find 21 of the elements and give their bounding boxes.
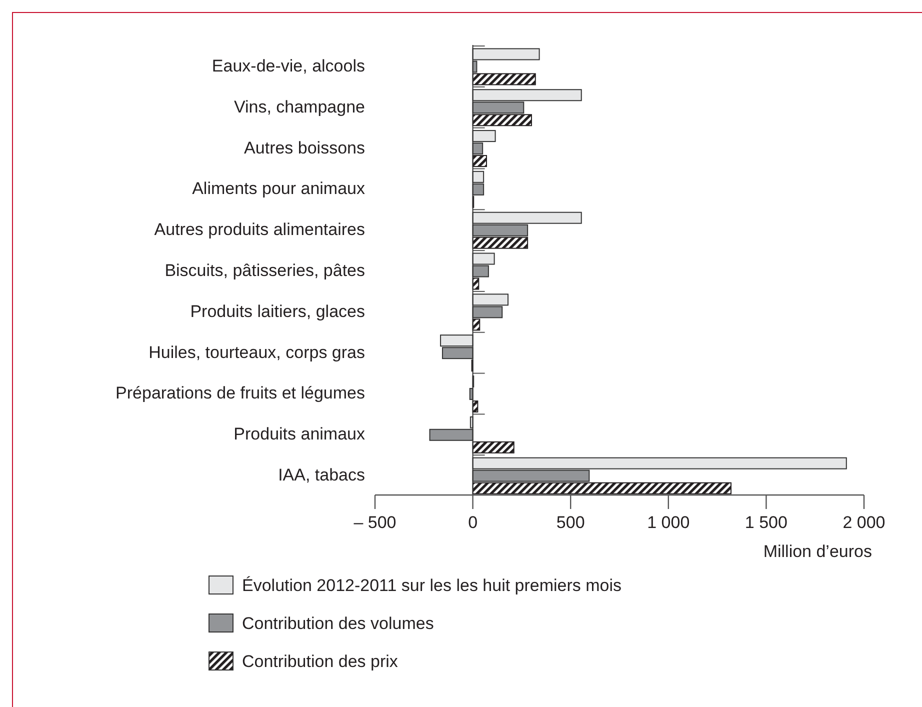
y-tick-label: Autres produits alimentaires (154, 220, 365, 240)
y-tick-label: Eaux-de-vie, alcools (212, 56, 365, 76)
x-tick-label: 1 000 (647, 513, 690, 532)
y-tick-label: Autres boissons (244, 138, 365, 158)
x-tick-label: 1 500 (744, 513, 788, 532)
x-tick-label: 2 000 (842, 513, 886, 532)
y-tick-label: Produits animaux (234, 424, 366, 444)
legend-label: Évolution 2012-2011 sur les les huit premiers mois (242, 576, 622, 595)
x-tick-label: – 500 (354, 513, 396, 532)
legend-label: Contribution des volumes (242, 614, 434, 633)
y-tick-label: IAA, tabacs (278, 466, 365, 485)
x-axis-title: Million d’euros (763, 542, 872, 561)
y-tick-label: Huiles, tourteaux, corps gras (148, 342, 365, 362)
y-tick-label: Préparations de fruits et légumes (116, 384, 365, 403)
y-tick-label: Aliments pour animaux (192, 179, 366, 198)
legend-label: Contribution des prix (242, 652, 398, 671)
x-tick-label: 0 (468, 513, 478, 532)
y-tick-label: Vins, champagne (234, 97, 365, 116)
x-tick-label: 500 (556, 513, 585, 532)
y-tick-label: Produits laitiers, glaces (190, 302, 365, 321)
y-tick-label: Biscuits, pâtisseries, pâtes (164, 261, 365, 280)
